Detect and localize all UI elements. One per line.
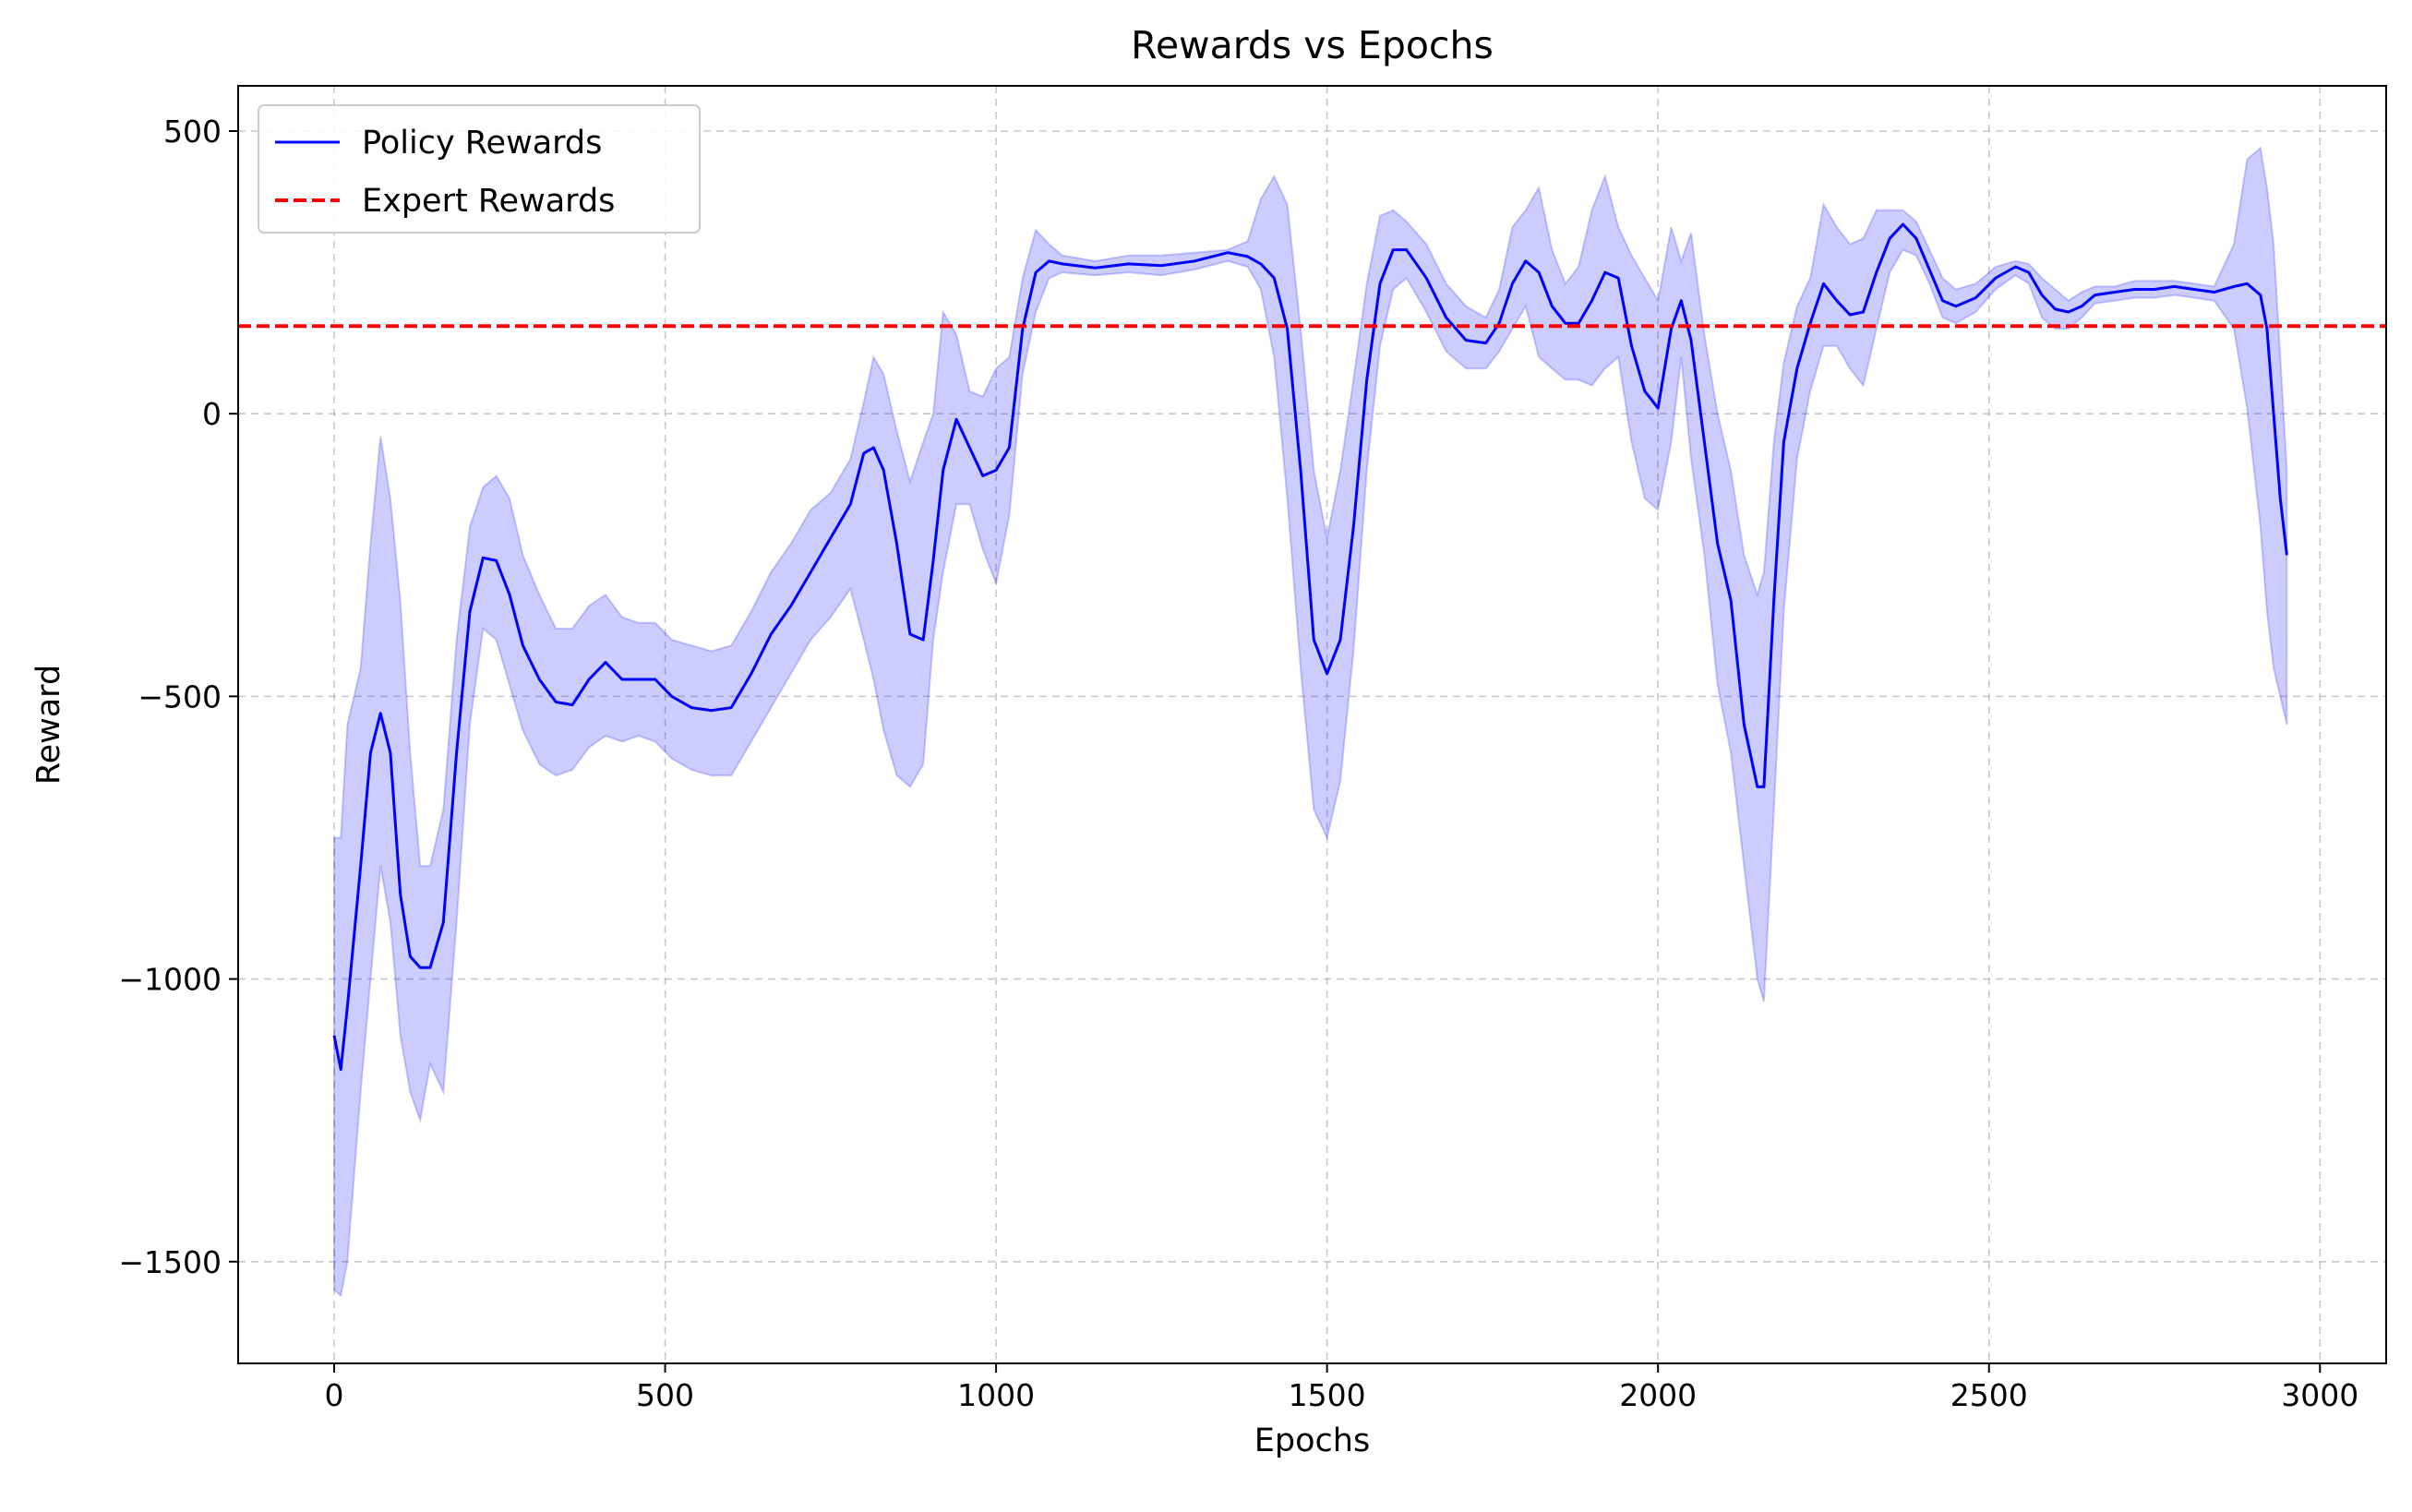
- legend-label-policy-rewards: Policy Rewards: [362, 125, 602, 162]
- y-tick-label: 500: [163, 114, 222, 150]
- x-tick-label: 2500: [1950, 1377, 2028, 1413]
- legend: Policy Rewards Expert Rewards: [258, 104, 701, 234]
- y-tick-label: 0: [202, 396, 222, 432]
- y-tick-label: −500: [138, 678, 222, 714]
- x-tick-label: 2000: [1619, 1377, 1697, 1413]
- y-tick-label: −1000: [118, 962, 222, 998]
- policy-reward-band-area: [333, 146, 2288, 1298]
- series-lines: [238, 222, 2386, 1072]
- x-tick-label: 1000: [957, 1377, 1035, 1413]
- x-tick-label: 500: [636, 1377, 694, 1413]
- y-axis-title: Reward: [30, 665, 67, 785]
- grid-lines: [238, 86, 2386, 1363]
- x-tick-label: 3000: [2281, 1377, 2358, 1413]
- policy-reward-band: [333, 146, 2288, 1298]
- policy-rewards-line: [332, 222, 2288, 1072]
- x-axis-title: Epochs: [1254, 1422, 1370, 1459]
- legend-box: [258, 104, 701, 234]
- axis-ticks: 0 500 1000 1500 2000 2500 3000 500 0 −500 −1000 −15…: [118, 114, 2358, 1413]
- chart-title: Rewards vs Epochs: [1131, 23, 1494, 67]
- plot-frame: [237, 85, 2387, 1364]
- x-tick-label: 1500: [1289, 1377, 1366, 1413]
- x-tick-label: 0: [324, 1377, 343, 1413]
- y-tick-label: −1500: [118, 1244, 222, 1280]
- legend-label-expert-rewards: Expert Rewards: [362, 183, 615, 220]
